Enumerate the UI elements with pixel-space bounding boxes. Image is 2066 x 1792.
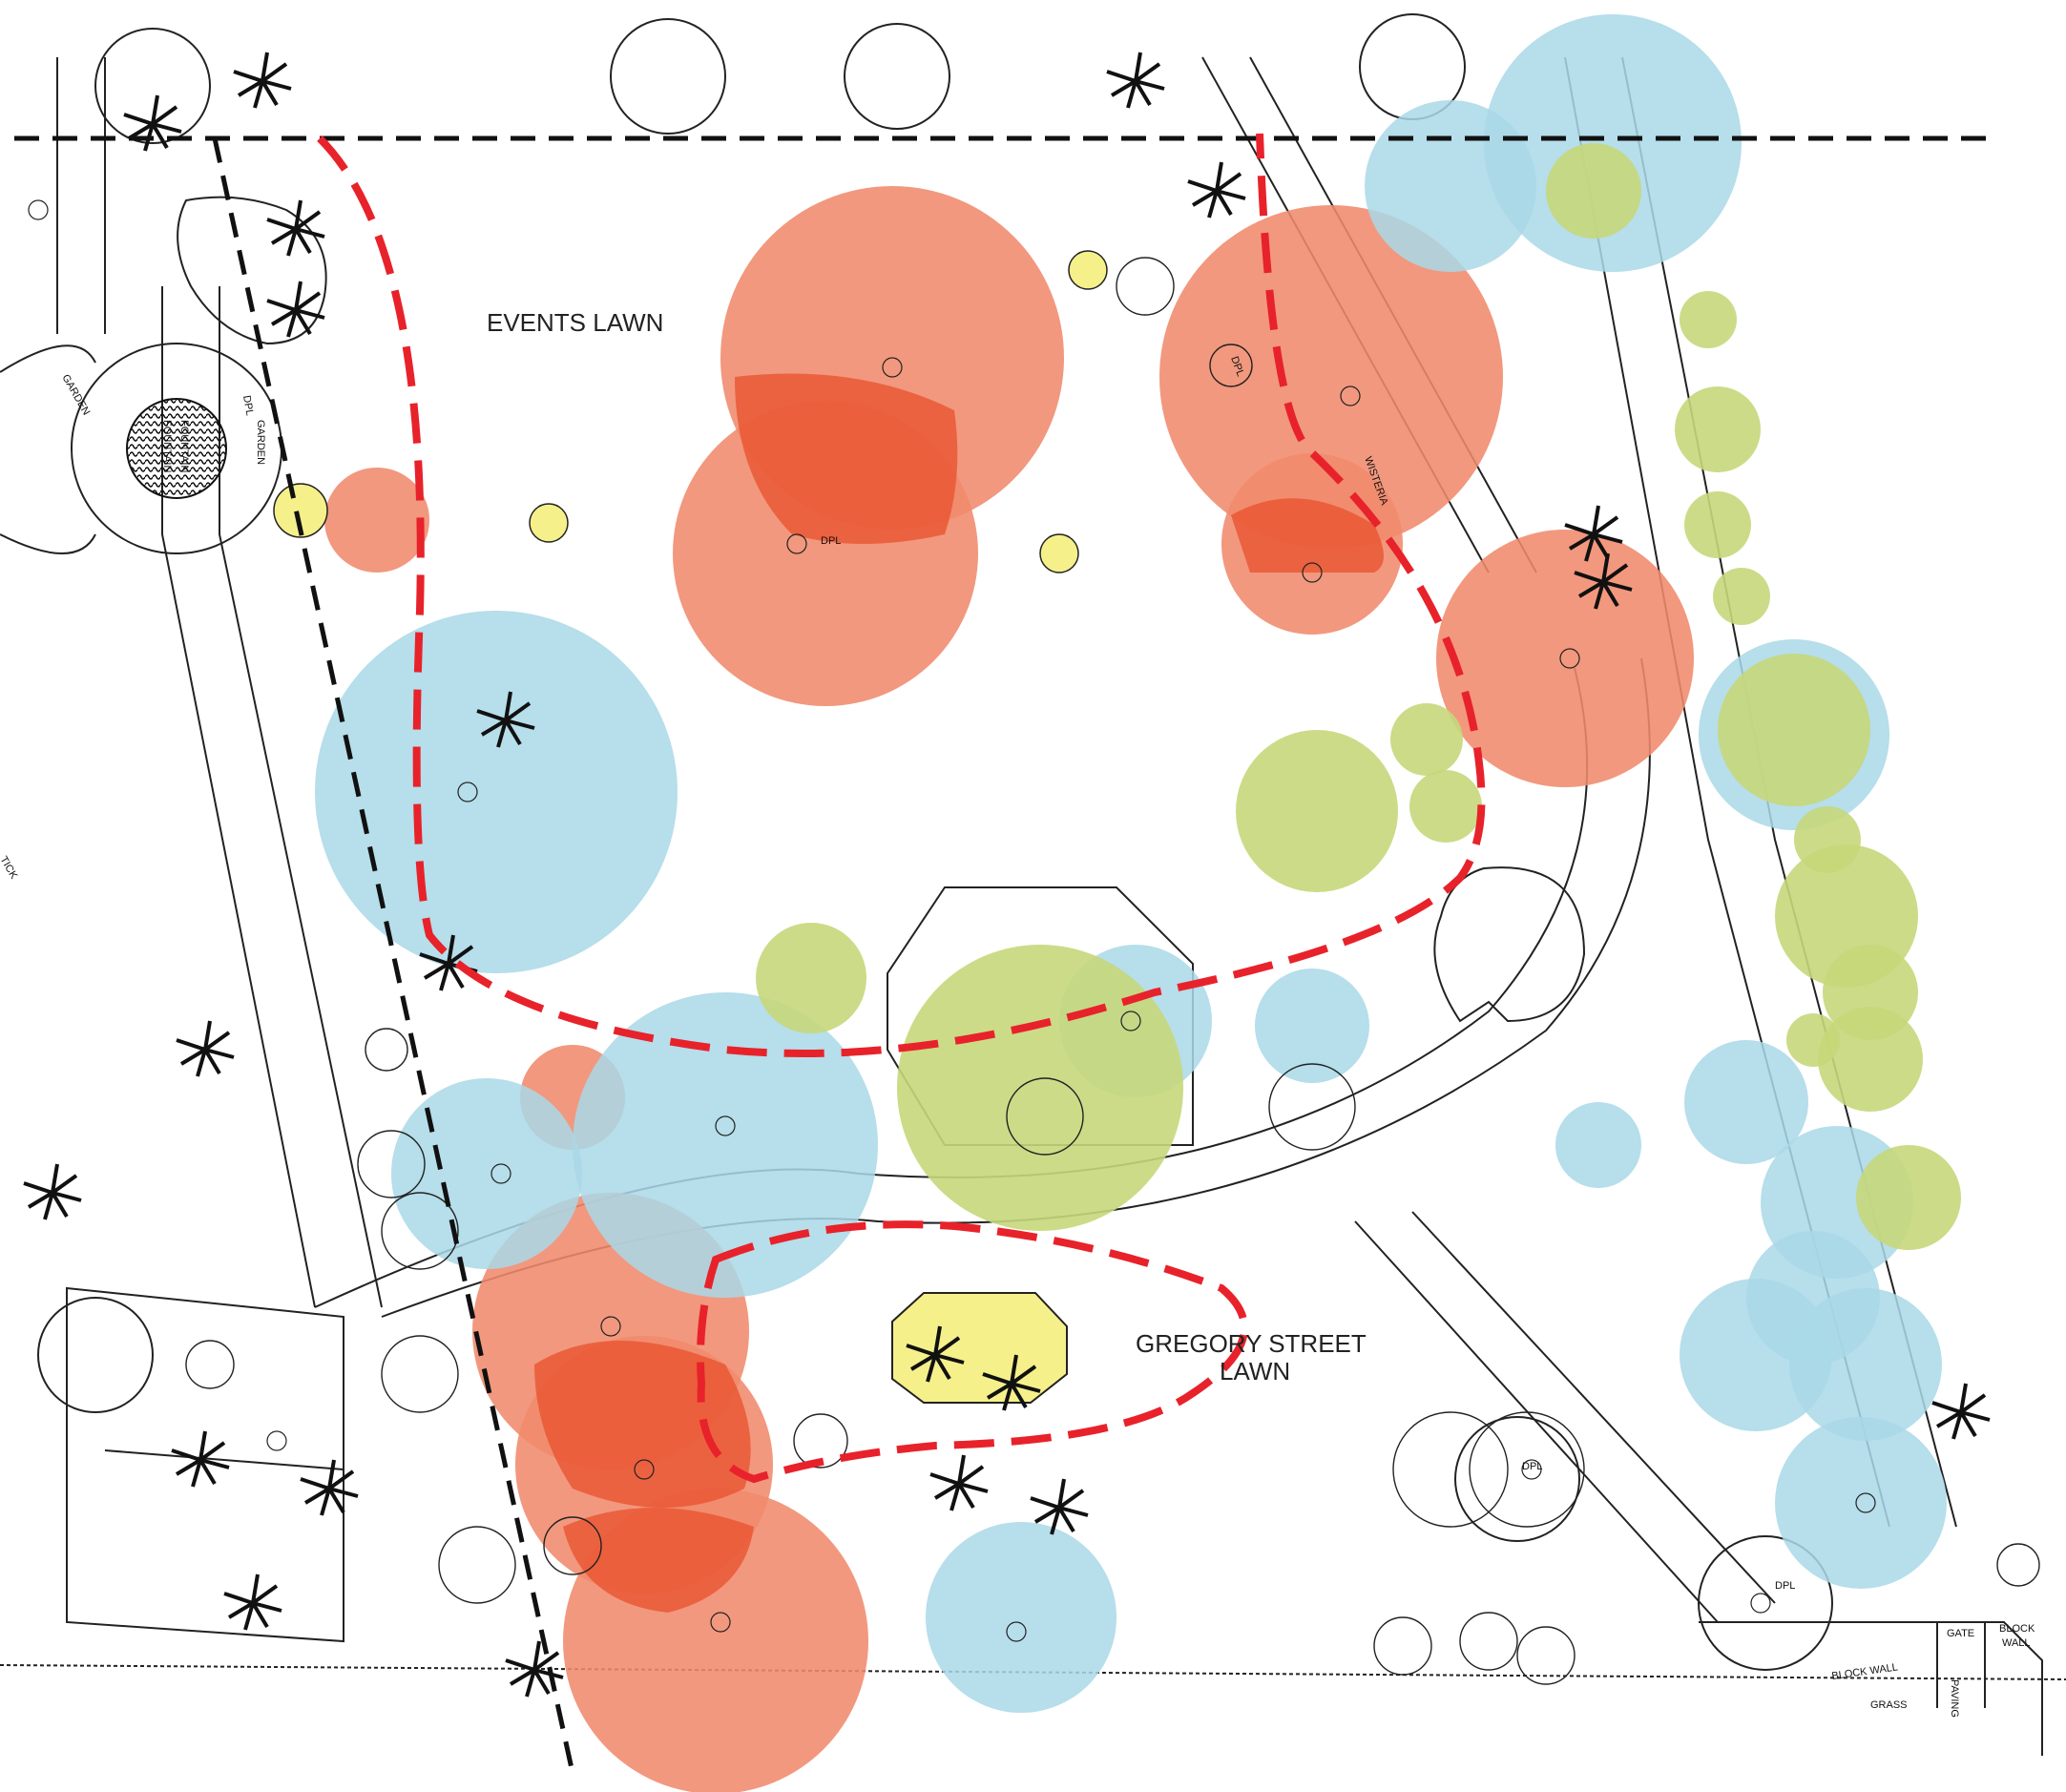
gregory-lawn-boundary [697,1220,1248,1484]
green-tree-zones [756,143,1961,1250]
events-lawn-label: EVENTS LAWN [487,308,663,337]
fountain: FOUNTAIN FOUNTAIN [126,398,227,499]
gate-label: GATE [1947,1628,1974,1639]
dpl-label: DPL [240,394,256,416]
garden-label: GARDEN [255,420,266,465]
gregory-street-lawn-label: GREGORY STREET [1136,1329,1367,1358]
dpl-label-3: DPL [821,535,841,547]
fountain-label: FOUNTAIN [161,420,173,472]
events-lawn-boundary [317,133,1486,1057]
tree-crown-outlines [185,257,2040,1685]
dpl-label-4: DPL [1775,1580,1795,1592]
wall-label: WALL [2002,1637,2031,1649]
property-boundary [14,135,1994,1774]
block-label: BLOCK [1999,1623,2035,1635]
red-overlap-zones [534,373,1384,1613]
grass-label: GRASS [1870,1699,1908,1711]
gregory-street-lawn-label-2: LAWN [1220,1357,1290,1386]
paving-label: PAVING [1949,1679,1960,1718]
dpl-label-5: DPL [1522,1461,1542,1472]
tick-label: TICK [0,855,20,882]
fountain-label-2: FOUNTAIN [178,420,190,472]
tree-symbols [28,199,1876,1642]
block-wall-label: BLOCK WALL [1831,1661,1899,1682]
